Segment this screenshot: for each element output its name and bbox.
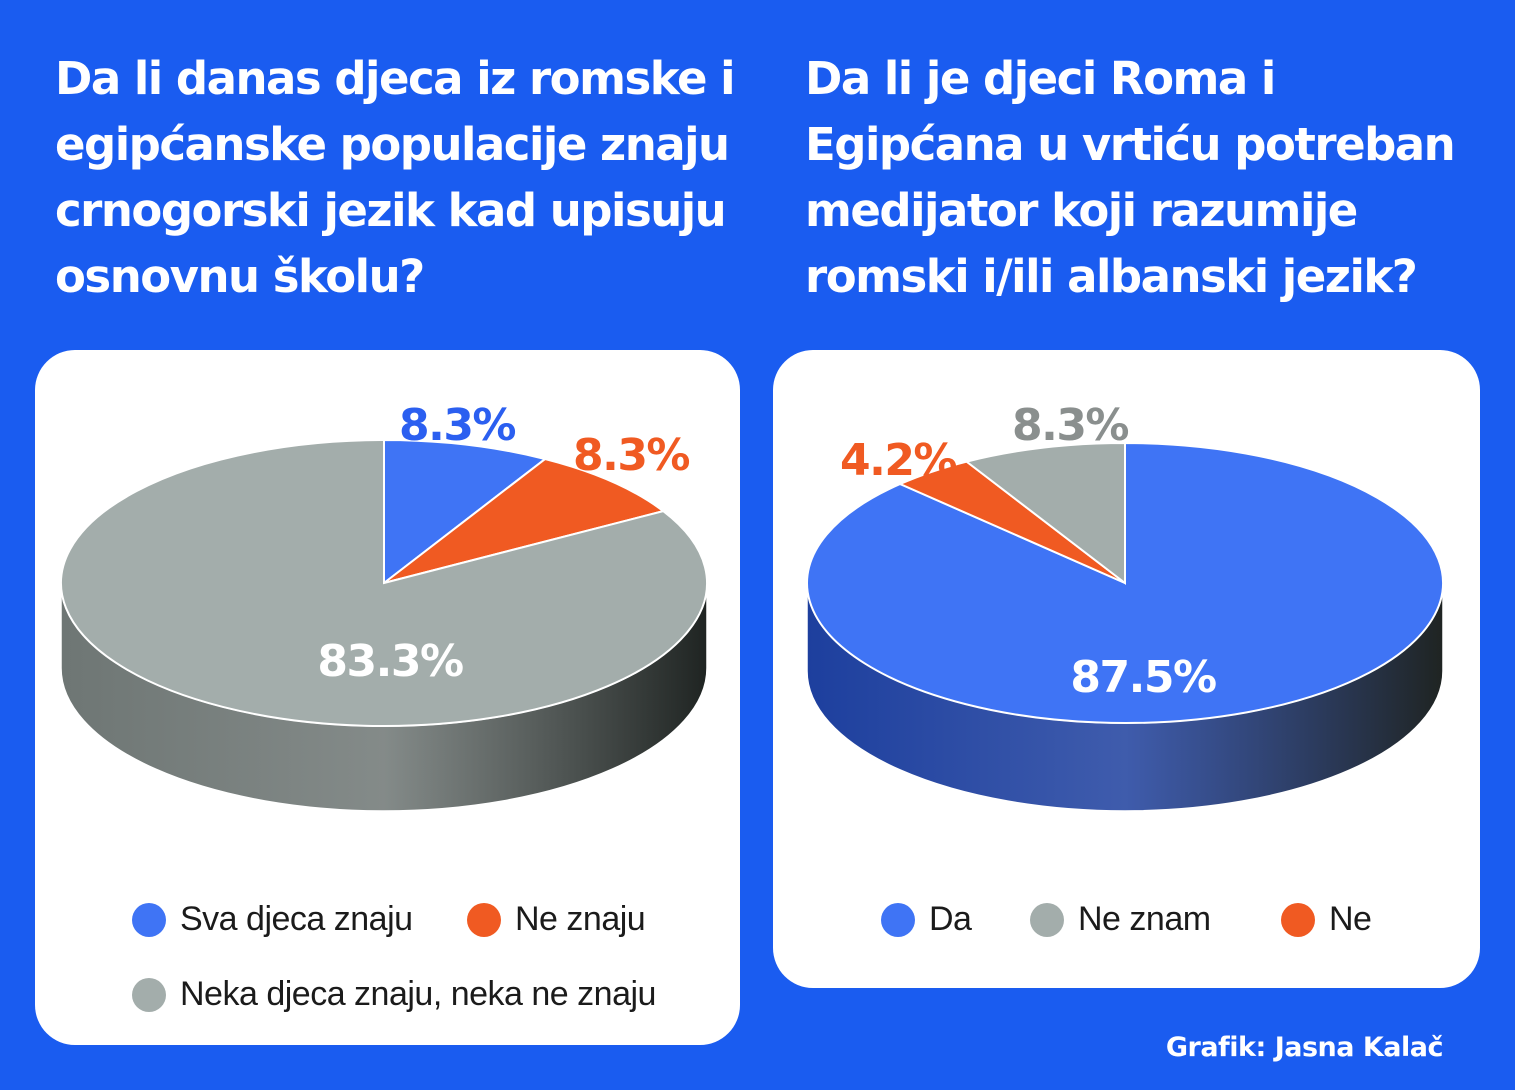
legend-item: Ne	[1281, 900, 1372, 939]
legend-label: Ne	[1329, 900, 1372, 938]
legend-swatch-orange	[1281, 902, 1315, 937]
pie-slice-sva-djeca-znaju	[383, 438, 548, 586]
legend-label: Sva djeca znaju	[180, 900, 413, 938]
legend-swatch-blue	[881, 902, 915, 937]
chart-title-right: Da li je djeci Roma i Egipćana u vrtiću …	[805, 46, 1495, 310]
chart-card-left: 8.3% 8.3% 83.3% Sva djeca znaju Ne znaju N…	[35, 350, 740, 1045]
graphic-credit: Grafik: Jasna Kalač	[1165, 1032, 1444, 1063]
legend-label: Ne znam	[1078, 900, 1211, 938]
legend-swatch-gray	[132, 977, 166, 1012]
legend-item: Ne znaju	[467, 900, 646, 939]
title-line: osnovnu školu?	[55, 250, 425, 303]
pie-slice-neka-djeca-znaju-neka-ne-znaju	[60, 438, 708, 727]
slice-value-label: 4.2%	[840, 435, 956, 486]
legend-item: Da	[881, 900, 972, 939]
pie-slice-ne-znaju	[383, 457, 666, 584]
legend-item: Neka djeca znaju, neka ne znaju	[132, 975, 656, 1014]
slice-value-label: 8.3%	[1012, 400, 1128, 451]
pie-slice-ne-znam	[964, 441, 1126, 586]
slice-value-label: 87.5%	[1070, 652, 1216, 703]
title-line: crnogorski jezik kad upisuju	[55, 184, 727, 237]
pie-chart-right: 87.5% 4.2% 8.3%	[806, 400, 1444, 812]
slice-value-label: 8.3%	[573, 430, 689, 481]
slice-value-label: 8.3%	[399, 400, 515, 451]
slice-value-label: 83.3%	[317, 636, 463, 687]
chart-title-left: Da li danas djeca iz romske i egipćanske…	[55, 46, 745, 310]
legend-item: Sva djeca znaju	[132, 900, 413, 939]
legend-label: Ne znaju	[515, 900, 646, 938]
pie-slice-da	[806, 441, 1444, 724]
legend-swatch-orange	[467, 902, 501, 937]
legend-label: Da	[929, 900, 972, 938]
pie-chart-left: 8.3% 8.3% 83.3%	[60, 400, 708, 812]
legend-item: Ne znam	[1030, 900, 1211, 939]
legend-label: Neka djeca znaju, neka ne znaju	[180, 975, 656, 1013]
title-line: romski i/ili albanski jezik?	[805, 250, 1418, 303]
legend-swatch-blue	[132, 902, 166, 937]
chart-card-right: 87.5% 4.2% 8.3% Da Ne znam Ne	[773, 350, 1480, 988]
title-line: egipćanske populacije znaju	[55, 118, 730, 171]
title-line: medijator koji razumije	[805, 184, 1358, 237]
title-line: Da li danas djeca iz romske i	[55, 52, 736, 105]
title-line: Da li je djeci Roma i	[805, 52, 1276, 105]
legend-swatch-gray	[1030, 902, 1064, 937]
title-line: Egipćana u vrtiću potreban	[805, 118, 1456, 171]
